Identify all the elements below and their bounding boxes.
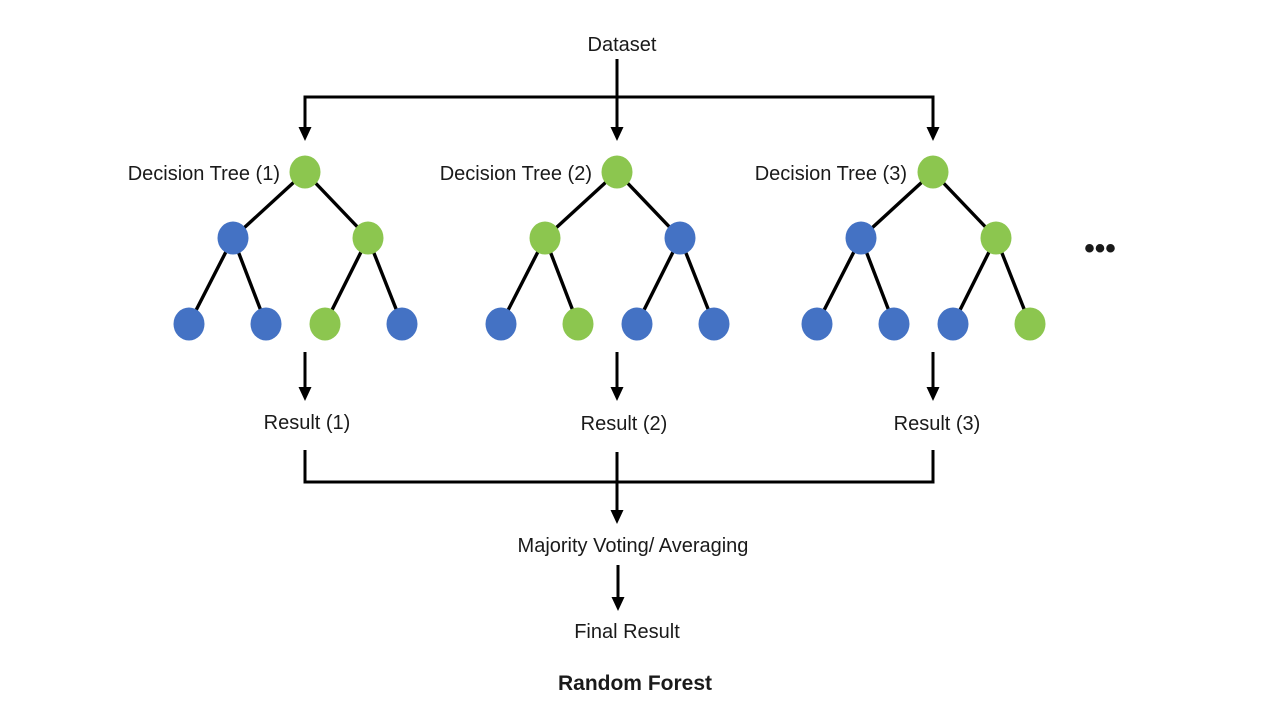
tree-node-green — [601, 155, 633, 189]
tree-node-green — [980, 221, 1012, 255]
decision-tree-3-label: Decision Tree (3) — [755, 163, 907, 185]
decision-tree-2-label: Decision Tree (2) — [440, 163, 592, 185]
results-collector-bracket — [303, 450, 935, 484]
tree-node-blue — [845, 221, 877, 255]
tree-node-blue — [664, 221, 696, 255]
tree-node-green — [309, 307, 341, 341]
tree-node-blue — [250, 307, 282, 341]
tree-edge — [859, 170, 935, 240]
final-result-label: Final Result — [574, 621, 680, 643]
tree-node-green — [917, 155, 949, 189]
tree-node-green — [529, 221, 561, 255]
tree-node-green — [1014, 307, 1046, 341]
more-trees-ellipsis-icon: ••• — [1084, 232, 1116, 265]
tree-node-blue — [621, 307, 653, 341]
tree-node-green — [289, 155, 321, 189]
tree-node-blue — [173, 307, 205, 341]
tree-node-blue — [937, 307, 969, 341]
tree-node-blue — [801, 307, 833, 341]
collector-arrowhead-icon — [610, 510, 624, 524]
tree-node-blue — [878, 307, 910, 341]
tree-1-result-arrowhead-icon — [298, 387, 312, 401]
tree-edge — [543, 170, 619, 240]
dataset-arrowhead-icon — [610, 127, 624, 141]
result-1-label: Result (1) — [264, 412, 351, 434]
diagram-title: Random Forest — [558, 672, 712, 695]
majority-voting-label: Majority Voting/ Averaging — [518, 535, 749, 557]
decision-tree-1-label: Decision Tree (1) — [128, 163, 280, 185]
result-3-label: Result (3) — [894, 413, 981, 435]
arrow-to-tree-1-head-icon — [298, 127, 312, 141]
decision-tree-3-nodes — [801, 155, 1046, 341]
decision-tree-2-nodes — [485, 155, 730, 341]
tree-node-blue — [217, 221, 249, 255]
tree-node-green — [562, 307, 594, 341]
arrow-to-tree-3-head-icon — [926, 127, 940, 141]
final-result-arrowhead-icon — [611, 597, 625, 611]
tree-node-green — [352, 221, 384, 255]
dataset-label: Dataset — [588, 34, 657, 56]
tree-edge — [231, 170, 307, 240]
result-2-label: Result (2) — [581, 413, 668, 435]
tree-3-result-arrowhead-icon — [926, 387, 940, 401]
tree-2-result-arrowhead-icon — [610, 387, 624, 401]
decision-tree-1-nodes — [173, 155, 418, 341]
tree-node-blue — [485, 307, 517, 341]
tree-node-blue — [386, 307, 418, 341]
tree-node-blue — [698, 307, 730, 341]
